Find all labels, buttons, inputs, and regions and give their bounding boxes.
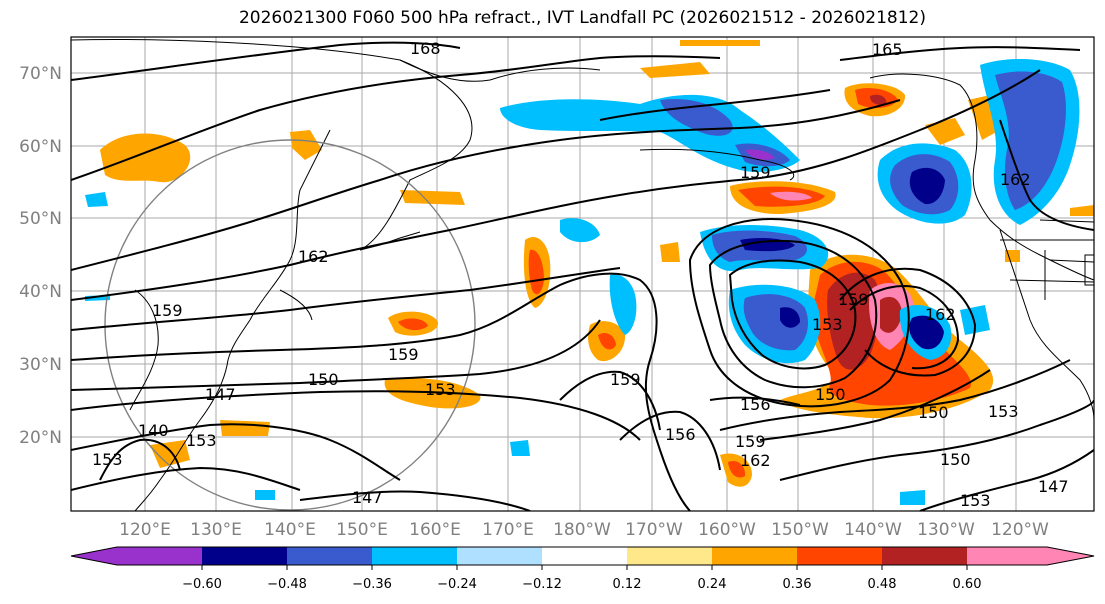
- contour-label: 159: [838, 290, 869, 309]
- lon-label: 130°W: [917, 520, 975, 540]
- colorbar-segment: [542, 547, 627, 565]
- colorbar-tick-label: −0.12: [522, 577, 562, 592]
- contour-label: 150: [815, 385, 846, 404]
- contour-label: 168: [410, 39, 441, 58]
- lon-label: 170°W: [625, 520, 683, 540]
- contour-label: 156: [740, 395, 771, 414]
- contour-label: 162: [298, 247, 329, 266]
- longitude-labels: 120°E 130°E 140°E 150°E 160°E 170°E 180°…: [119, 520, 1049, 540]
- colorbar-segment: [967, 547, 1047, 565]
- contour-label: 153: [988, 402, 1019, 421]
- contour-label: 150: [940, 450, 971, 469]
- contour-label: 159: [740, 163, 771, 182]
- lon-label: 160°W: [698, 520, 756, 540]
- lon-label: 150°W: [771, 520, 829, 540]
- contour-label: 159: [388, 345, 419, 364]
- lat-label-40n: 40°N: [19, 282, 62, 302]
- colorbar-segment: [287, 547, 372, 565]
- refractivity-contours: [71, 41, 1094, 511]
- contour-label: 140: [138, 421, 169, 440]
- map-title: 2026021300 F060 500 hPa refract., IVT La…: [238, 8, 926, 28]
- lon-label: 180°W: [553, 520, 611, 540]
- contour-label: 153: [186, 431, 217, 450]
- contour-label: 159: [735, 432, 766, 451]
- contour-label: 159: [610, 370, 641, 389]
- colorbar-tick-label: 0.60: [953, 577, 982, 592]
- latitude-labels: 70°N 60°N 50°N 40°N 30°N 20°N: [19, 64, 62, 448]
- colorbar-tick-label: −0.60: [182, 577, 222, 592]
- contour-label: 147: [352, 488, 383, 507]
- colorbar-segment: [627, 547, 712, 565]
- lat-label-20n: 20°N: [19, 428, 62, 448]
- colorbar-arrow-left: [71, 547, 117, 565]
- lon-label: 150°E: [336, 520, 388, 540]
- colorbar-segment: [457, 547, 542, 565]
- colorbar-segment: [117, 547, 202, 565]
- colorbar-segment: [712, 547, 797, 565]
- contour-label: 156: [665, 425, 696, 444]
- colorbar-segment: [202, 547, 287, 565]
- colorbar-arrow-right: [1047, 547, 1094, 565]
- plot-frame: [70, 36, 1095, 512]
- lat-label-60n: 60°N: [19, 137, 62, 157]
- colorbar-tick-label: −0.48: [267, 577, 307, 592]
- contour-label: 150: [308, 370, 339, 389]
- radius-circle: [104, 139, 476, 511]
- contour-label: 162: [1000, 170, 1031, 189]
- colorbar-tick-label: 0.48: [868, 577, 897, 592]
- contour-label: 159: [152, 301, 183, 320]
- colorbar-tick-label: 0.24: [698, 577, 727, 592]
- contour-label: 162: [740, 451, 771, 470]
- colorbar-segment: [882, 547, 967, 565]
- contour-label: 147: [205, 385, 236, 404]
- lon-label: 160°E: [409, 520, 461, 540]
- contour-label: 153: [425, 380, 456, 399]
- lat-label-50n: 50°N: [19, 209, 62, 229]
- lon-label: 130°E: [190, 520, 242, 540]
- colorbar-outline: [70, 546, 1095, 566]
- lon-label: 120°W: [991, 520, 1049, 540]
- colorbar-segment: [372, 547, 457, 565]
- contour-label: 147: [1038, 477, 1069, 496]
- contour-label: 153: [960, 491, 991, 510]
- contour-labels: 168 165 162 159 159 162 159 159 150 153 …: [92, 39, 1069, 510]
- contour-label: 150: [918, 403, 949, 422]
- lat-label-70n: 70°N: [19, 64, 62, 84]
- colorbar-tick-label: −0.24: [437, 577, 477, 592]
- contour-label: 165: [872, 40, 903, 59]
- lat-label-30n: 30°N: [19, 355, 62, 375]
- lon-label: 170°E: [482, 520, 534, 540]
- colorbar-segment: [797, 547, 882, 565]
- colorbar-tick-label: −0.36: [352, 577, 392, 592]
- contour-label: 153: [92, 450, 123, 469]
- lon-label: 120°E: [119, 520, 171, 540]
- colorbar: −0.60 −0.48 −0.36 −0.24 −0.12 0.12 0.24 …: [70, 546, 1095, 592]
- lon-label: 140°E: [264, 520, 316, 540]
- lon-label: 140°W: [844, 520, 902, 540]
- contour-label: 153: [812, 315, 843, 334]
- colorbar-tick-label: 0.12: [613, 577, 642, 592]
- contour-label: 162: [925, 305, 956, 324]
- colorbar-tick-label: 0.36: [783, 577, 812, 592]
